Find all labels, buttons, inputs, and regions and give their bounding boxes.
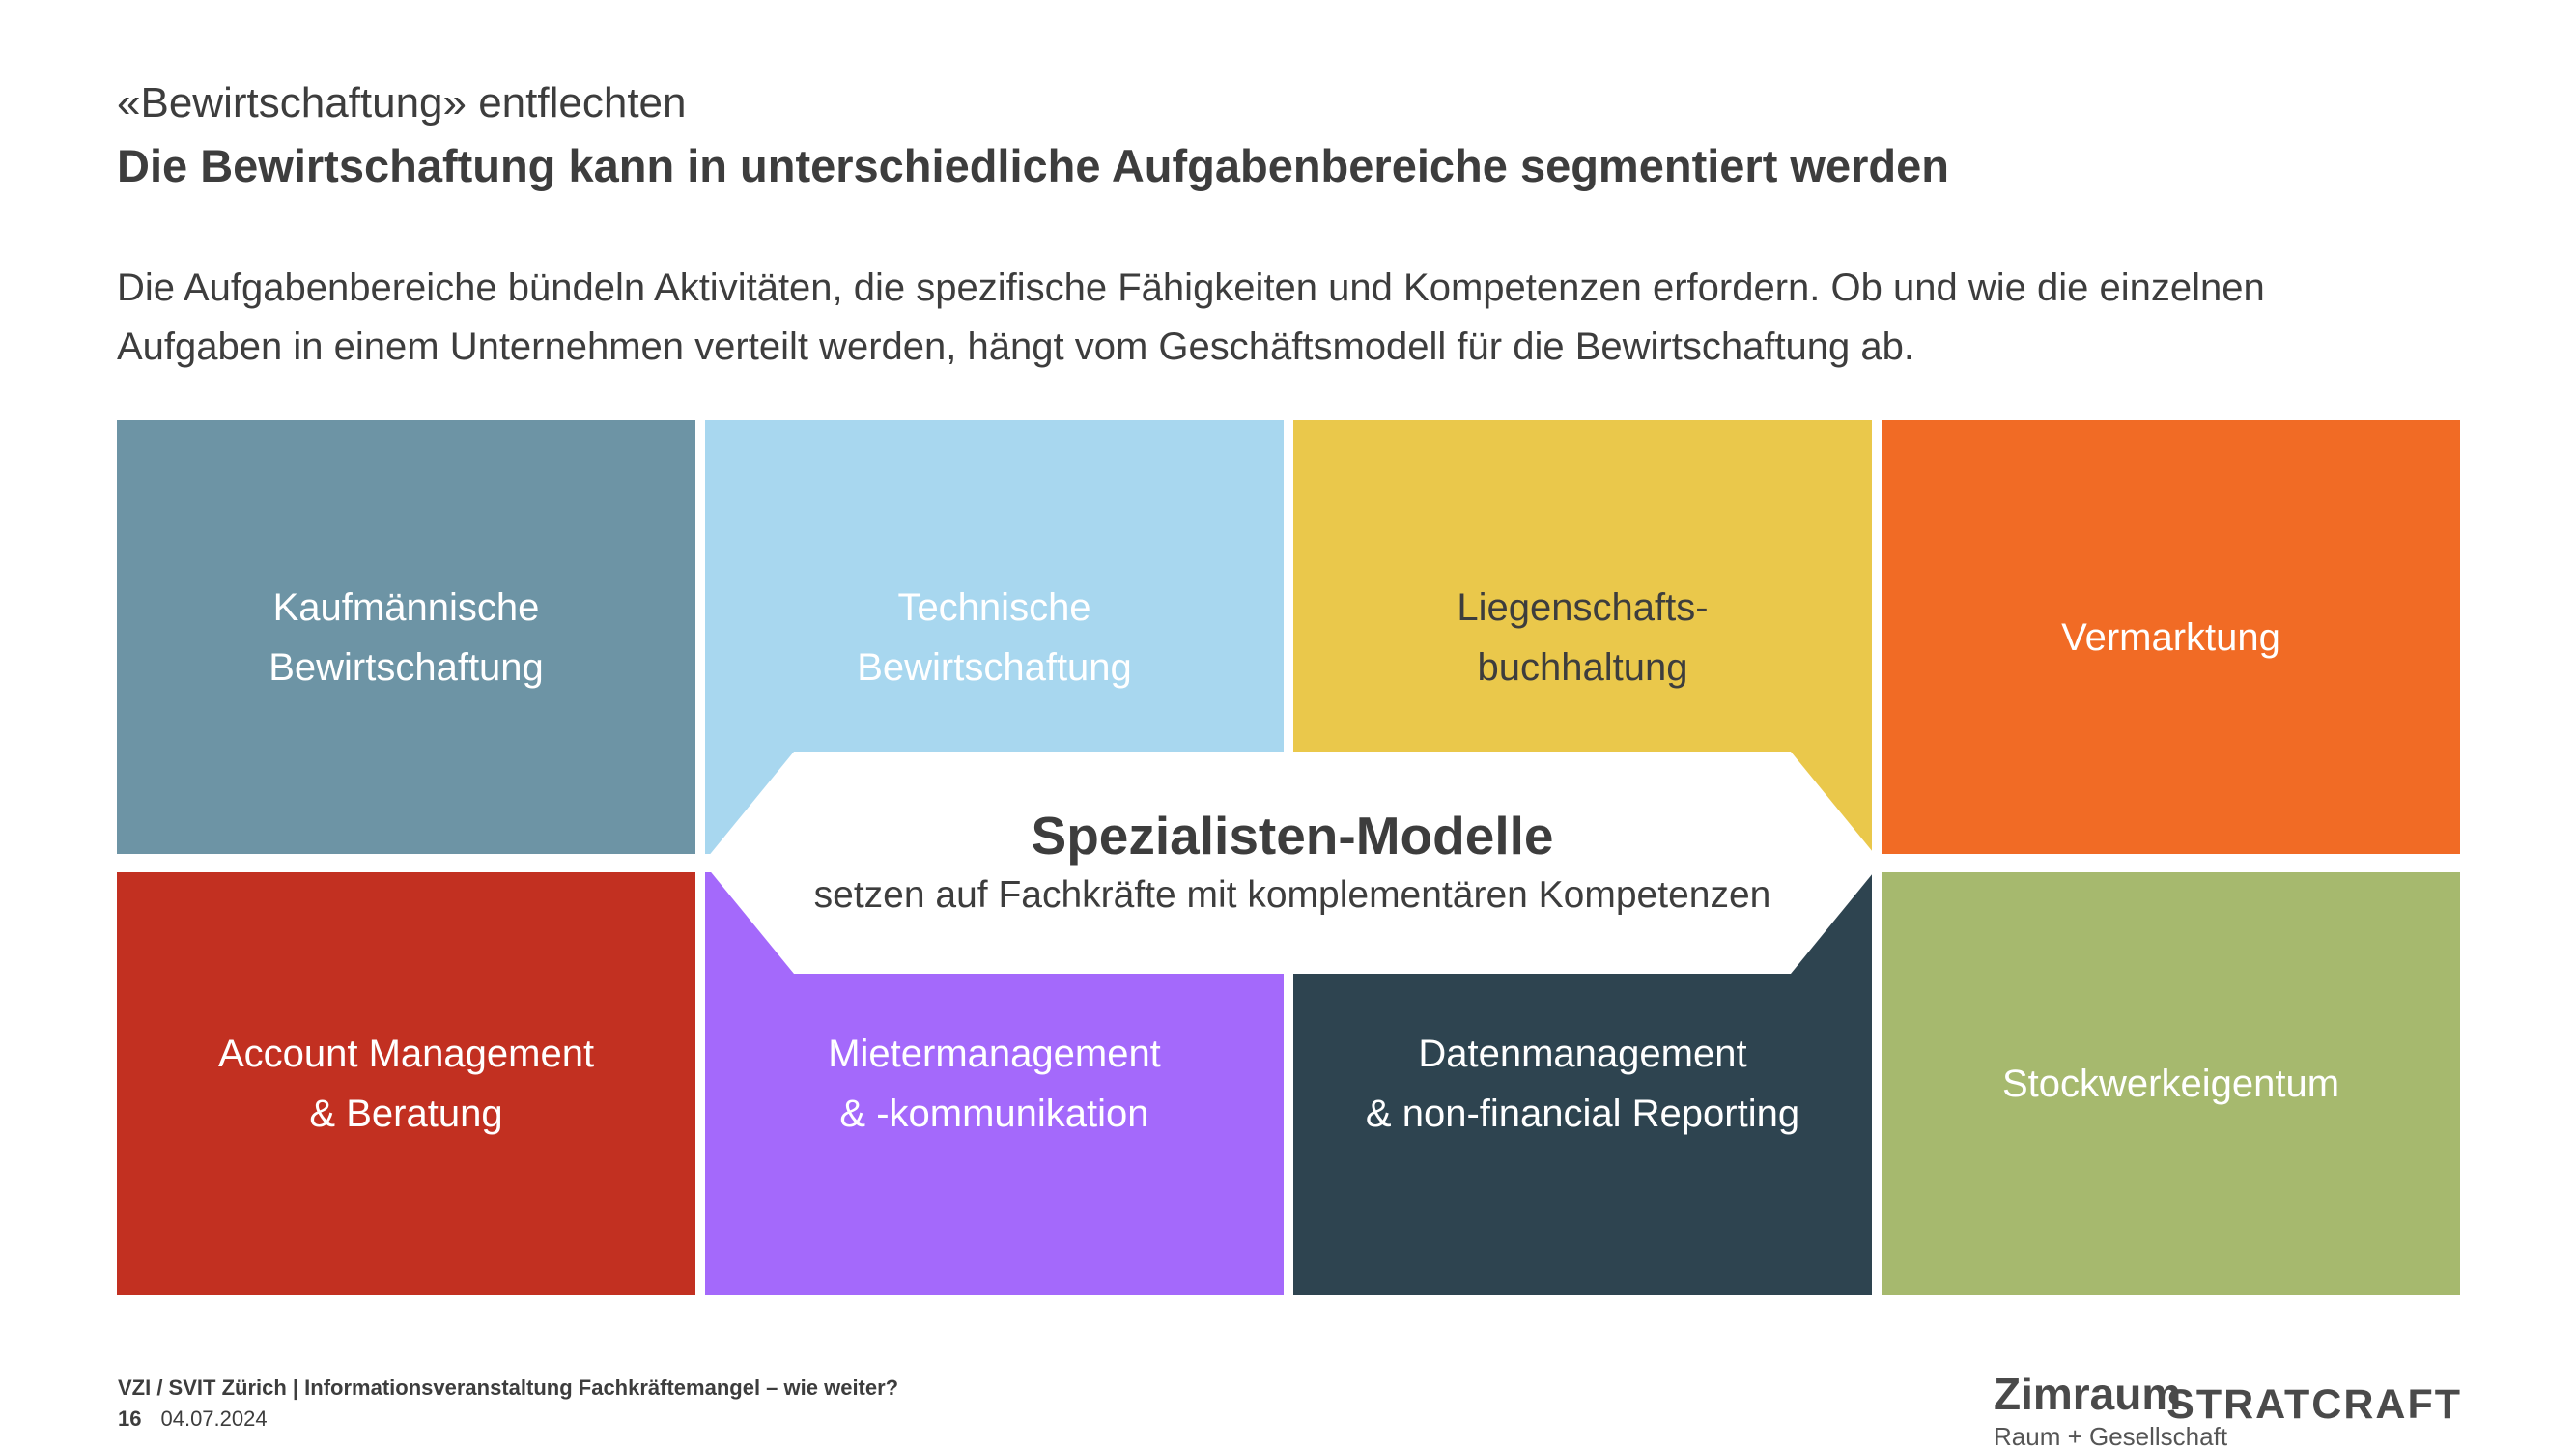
segment-label-line: buchhaltung <box>1477 645 1688 689</box>
segment-label: Kaufmännische Bewirtschaftung <box>269 578 544 697</box>
segment-label-line: Vermarktung <box>2061 615 2280 659</box>
banner-title: Spezialisten-Modelle <box>1031 805 1554 866</box>
page-number: 16 <box>118 1406 142 1431</box>
intro-line-2: Aufgaben in einem Unternehmen verteilt w… <box>117 326 1915 368</box>
segment-label-line: Datenmanagement <box>1418 1033 1747 1075</box>
segment-label: Liegenschafts- buchhaltung <box>1457 578 1708 697</box>
segment-label-line: Stockwerkeigentum <box>2001 1063 2340 1105</box>
zimraum-logo: Zimraum Raum + Gesellschaft <box>1994 1372 2227 1449</box>
segment-label-line: Bewirtschaftung <box>269 645 544 689</box>
zimraum-logo-subtitle: Raum + Gesellschaft <box>1994 1422 2228 1449</box>
segment-label: Vermarktung <box>2061 608 2280 668</box>
segment-label-line: Technische <box>897 585 1091 629</box>
segment-label-line: Account Management <box>217 1033 595 1075</box>
slide-kicker: «Bewirtschaftung» entflechten <box>117 79 687 127</box>
slide-title: Die Bewirtschaftung kann in unterschiedl… <box>117 140 1949 191</box>
segment-kaufmaennische-bewirtschaftung: Kaufmännische Bewirtschaftung <box>117 420 695 854</box>
slide-intro: Die Aufgabenbereiche bündeln Aktivitäten… <box>117 259 2265 377</box>
banner-subtitle: setzen auf Fachkräfte mit komplementären… <box>813 874 1771 917</box>
segment-label-line: Kaufmännische <box>272 585 540 629</box>
slide-date: 04.07.2024 <box>160 1406 268 1431</box>
stratcraft-logo: STRATCRAFT <box>2166 1381 2462 1428</box>
segment-account-management-beratung: Account Management & Beratung <box>117 872 695 1295</box>
segment-label: Technische Bewirtschaftung <box>857 578 1132 697</box>
segment-label-line: Liegenschafts- <box>1457 585 1709 629</box>
segment-label: Mietermanagement & -kommunikation <box>828 1024 1161 1144</box>
spezialisten-modelle-banner: Spezialisten-Modelle setzen auf Fachkräf… <box>703 752 1882 974</box>
zimraum-logo-name: Zimraum <box>1994 1369 2182 1419</box>
segment-label: Account Management & Beratung <box>218 1024 594 1144</box>
footer-meta: 16 04.07.2024 <box>118 1406 268 1432</box>
intro-line-1: Die Aufgabenbereiche bündeln Aktivitäten… <box>117 267 2265 309</box>
segment-stockwerkeigentum: Stockwerkeigentum <box>1882 872 2460 1295</box>
segments-grid: Kaufmännische Bewirtschaftung Technische… <box>117 420 2460 1295</box>
segment-label-line: Bewirtschaftung <box>857 645 1132 689</box>
segment-label: Stockwerkeigentum <box>2002 1054 2339 1114</box>
segment-label-line: & -kommunikation <box>839 1093 1149 1135</box>
segment-vermarktung: Vermarktung <box>1882 420 2460 854</box>
segment-label-line: & non-financial Reporting <box>1365 1093 1800 1135</box>
segment-label-line: Mietermanagement <box>828 1033 1161 1075</box>
segment-label-line: & Beratung <box>309 1093 503 1135</box>
segment-label: Datenmanagement & non-financial Reportin… <box>1366 1024 1799 1144</box>
footer-event-text: VZI / SVIT Zürich | Informationsveransta… <box>118 1376 899 1400</box>
